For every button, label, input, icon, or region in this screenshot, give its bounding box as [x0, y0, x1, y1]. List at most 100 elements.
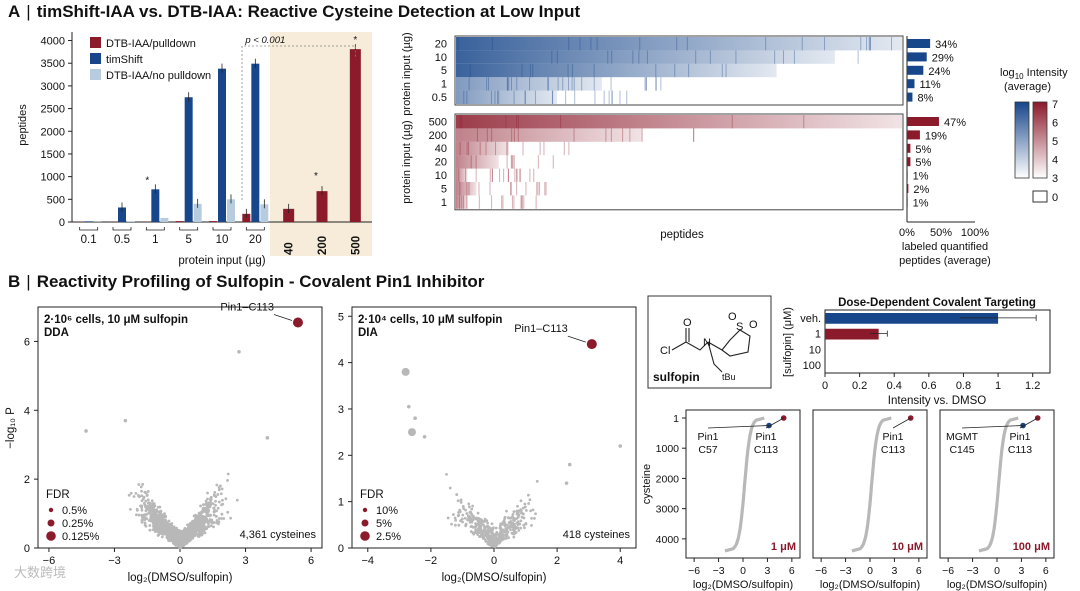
volcano-dda-fdr-label: 0.5%	[62, 505, 87, 517]
data-point	[499, 522, 503, 526]
heat-xlabel: peptides	[660, 229, 704, 241]
heat-speckle	[459, 141, 461, 156]
heat-speckle	[512, 155, 514, 169]
dose-xlabel: Intensity vs. DMSO	[888, 395, 986, 407]
heat-speckle	[611, 50, 613, 64]
bar-a-ytick-label: 0	[59, 217, 65, 229]
bar	[151, 189, 160, 222]
data-point	[214, 503, 217, 507]
heat-row	[456, 141, 508, 156]
volcano-dia-fdr-label: 5%	[376, 518, 392, 530]
heat-speckle	[478, 195, 480, 209]
data-point	[504, 537, 508, 540]
data-point	[150, 504, 154, 508]
significance-star: *	[314, 171, 318, 182]
data-point	[212, 525, 215, 529]
data-point	[200, 523, 204, 527]
data-point	[186, 533, 190, 536]
heat-speckle	[593, 63, 595, 78]
data-point	[212, 521, 216, 524]
volcano-dda-fdr-label: 0.25%	[62, 518, 93, 530]
data-point	[209, 498, 212, 502]
heat-speckle	[552, 155, 554, 169]
data-point	[509, 528, 512, 532]
heat-speckle	[594, 90, 596, 104]
rank-xtick-label: −3	[713, 565, 725, 577]
heat-speckle	[513, 128, 515, 142]
heat-bottom-row-label: 1	[441, 197, 447, 209]
heat-top-row-label: 1	[441, 79, 447, 91]
data-point	[175, 541, 179, 545]
pct-bar	[907, 157, 911, 167]
pct-tick: 0%	[899, 227, 915, 239]
volcano-dia-ytick-label: 2	[338, 450, 344, 462]
heat-speckle	[511, 77, 513, 91]
data-point	[454, 518, 458, 522]
heat-speckle	[571, 77, 573, 91]
data-point	[460, 517, 464, 521]
data-point	[473, 525, 477, 529]
data-point	[530, 516, 533, 520]
data-point	[186, 523, 189, 527]
rank-xlabel: log₂(DMSO/sulfopin)	[947, 579, 1047, 591]
data-point	[158, 524, 162, 527]
data-point	[445, 472, 448, 476]
data-point	[517, 509, 521, 513]
dose-title: Dose-Dependent Covalent Targeting	[838, 297, 1036, 309]
rank-pointer	[892, 417, 911, 429]
dose-ylabel: [sulfopin] (μM)	[782, 307, 794, 377]
data-point	[152, 504, 156, 508]
heat-speckle	[573, 128, 575, 142]
dose-xtick-label: 0.4	[887, 380, 902, 392]
rank-ytick-label: 2000	[656, 473, 680, 485]
data-point	[142, 502, 146, 505]
volcano-dia-ytick-label: 3	[338, 404, 344, 416]
colorbar	[1014, 101, 1030, 179]
bar-a-ytick-label: 2500	[41, 104, 65, 116]
data-point	[464, 508, 468, 512]
heat-speckle	[655, 77, 657, 91]
data-point	[471, 518, 475, 522]
data-point	[481, 533, 485, 537]
data-point	[530, 524, 533, 527]
data-point	[470, 513, 474, 517]
data-point	[204, 499, 208, 503]
bracket	[245, 227, 265, 231]
heat-speckle	[725, 63, 727, 78]
data-point	[512, 535, 516, 539]
data-point	[490, 530, 494, 534]
data-point	[509, 516, 513, 520]
volcano-dda-points	[127, 472, 239, 550]
data-point	[212, 513, 216, 517]
data-point	[494, 533, 498, 537]
heat-speckle	[731, 115, 733, 129]
data-point	[129, 491, 133, 495]
data-point	[137, 494, 140, 497]
outlier-point	[567, 462, 572, 467]
heat-row	[456, 37, 902, 51]
data-point	[503, 530, 506, 533]
data-point	[163, 526, 167, 530]
heat-speckle	[529, 168, 531, 182]
data-point	[215, 521, 218, 525]
data-point	[222, 517, 226, 520]
heat-speckle	[568, 141, 570, 156]
heat-speckle	[491, 195, 493, 209]
rank-xtick-label: 6	[1043, 565, 1049, 577]
data-point	[165, 529, 169, 533]
structure-atom: N	[703, 337, 711, 349]
data-point	[145, 494, 149, 497]
heat-speckle	[646, 50, 648, 64]
heat-speckle	[466, 195, 468, 209]
bar	[227, 199, 235, 222]
data-point	[209, 524, 213, 528]
data-point	[199, 504, 202, 508]
heat-speckle	[495, 141, 497, 156]
data-point	[202, 503, 205, 507]
rank-curve	[978, 416, 1019, 553]
data-point	[215, 519, 219, 522]
data-point	[504, 534, 508, 538]
data-point	[221, 498, 224, 502]
volcano-dia-ytick-label: 5	[338, 311, 344, 323]
panel-a-separator: |	[26, 2, 31, 21]
